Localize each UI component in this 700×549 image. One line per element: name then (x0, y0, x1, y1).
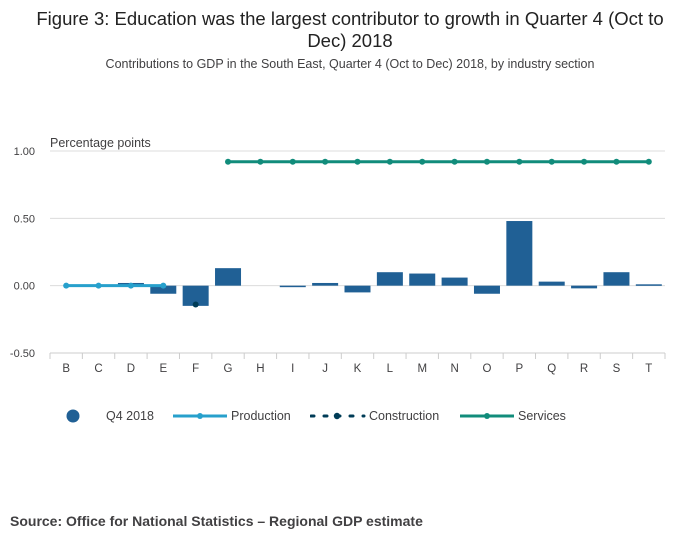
legend-item-construction[interactable]: Construction (310, 406, 450, 428)
bar-N (441, 277, 468, 286)
series-point-production (63, 282, 70, 289)
legend-line-services-icon (460, 413, 514, 419)
legend-item-q4-2018[interactable]: Q4 2018 (66, 406, 176, 428)
bar-P (506, 221, 533, 286)
series-point-services (581, 158, 588, 165)
x-tick-label: K (354, 363, 362, 375)
legend-services-dot (484, 413, 490, 419)
x-tick-label: I (291, 363, 294, 375)
x-tick-label: P (516, 363, 524, 375)
legend: Q4 2018 Production Construction Services (0, 406, 700, 428)
x-tick-label: E (159, 363, 167, 375)
bar-S (603, 272, 630, 286)
source-note: Source: Office for National Statistics –… (10, 513, 423, 529)
y-tick-label: 0.00 (14, 281, 35, 293)
x-tick-label: R (580, 363, 588, 375)
bar-L (376, 272, 403, 286)
x-tick-label: G (224, 363, 233, 375)
bar-K (344, 285, 371, 293)
y-tick-label: -0.50 (10, 348, 35, 360)
x-tick-label: N (450, 363, 458, 375)
series-point-services (322, 158, 329, 165)
series-point-services (225, 158, 232, 165)
series-point-services (548, 158, 555, 165)
x-tick-label: C (94, 363, 102, 375)
x-tick-label: J (322, 363, 328, 375)
legend-production-dot (197, 413, 203, 419)
bar-Q (538, 281, 565, 286)
chart-title: Figure 3: Education was the largest cont… (36, 8, 664, 51)
legend-construction-dot (333, 412, 341, 420)
series-point-services (516, 158, 523, 165)
x-tick-label: L (387, 363, 394, 375)
series-point-services (483, 158, 490, 165)
series-point-services (386, 158, 393, 165)
y-tick-label: 1.00 (14, 146, 35, 158)
x-tick-label: F (192, 363, 199, 375)
legend-line-construction-icon (310, 412, 366, 420)
x-tick-label: Q (547, 363, 556, 375)
legend-label-construction: Construction (369, 409, 440, 423)
legend-line-production-icon (173, 413, 227, 419)
series-point-services (289, 158, 296, 165)
y-axis-label: Percentage points (50, 136, 151, 150)
legend-item-services[interactable]: Services (460, 406, 590, 428)
legend-label-production: Production (231, 409, 291, 423)
bar-J (312, 282, 339, 286)
bar-T (635, 284, 662, 286)
chart-subtitle: Contributions to GDP in the South East, … (105, 57, 595, 71)
series-point-services (613, 158, 620, 165)
bar-G (215, 268, 242, 286)
series-point-services (419, 158, 426, 165)
bar-F (182, 285, 209, 306)
series-point-services (354, 158, 361, 165)
series-point-production (95, 282, 102, 289)
series-point-services (257, 158, 264, 165)
bar-M (409, 273, 436, 286)
x-tick-label: T (645, 363, 652, 375)
bar-I (279, 285, 306, 288)
x-tick-label: H (256, 363, 264, 375)
legend-bar-dot (66, 409, 80, 423)
chart-plot: Percentage points 1.00 0.50 0.00 -0.50 B C D E F G… (10, 136, 666, 375)
legend-label-services: Services (518, 409, 566, 423)
bar-R (571, 285, 598, 289)
series-point-services (645, 158, 652, 165)
x-tick-label: M (417, 363, 427, 375)
legend-label-q4: Q4 2018 (106, 409, 154, 423)
series-point-services (451, 158, 458, 165)
series-point-construction (192, 301, 199, 308)
series-point-production (160, 282, 167, 289)
y-tick-label: 0.50 (14, 213, 35, 225)
x-tick-label: O (482, 363, 491, 375)
legend-marker-bar-icon (66, 409, 80, 423)
x-tick-label: B (62, 363, 70, 375)
legend-item-production[interactable]: Production (173, 406, 303, 428)
bar-O (473, 285, 500, 294)
x-tick-label: D (127, 363, 135, 375)
x-tick-label: S (613, 363, 621, 375)
series-point-production (127, 282, 134, 289)
bar-E (150, 285, 177, 294)
